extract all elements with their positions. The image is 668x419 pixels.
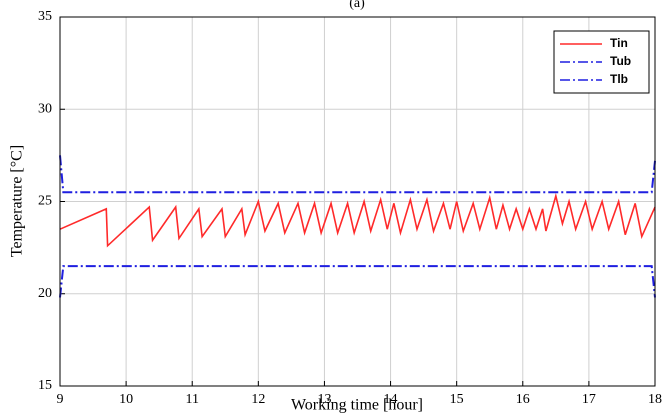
plot-frame	[59, 16, 656, 387]
x-tick-label: 18	[648, 392, 662, 407]
x-tick-label: 17	[582, 392, 596, 407]
y-tick-label: 30	[38, 101, 52, 116]
x-tick-label: 15	[450, 392, 464, 407]
y-tick-label: 20	[38, 286, 52, 301]
x-tick-label: 14	[384, 392, 398, 407]
series-line	[59, 155, 656, 194]
y-tick-label: 35	[38, 9, 52, 24]
x-axis-label: Working time [hour]	[291, 397, 423, 414]
legend-label: Tin	[610, 36, 628, 50]
x-tick-label: 16	[516, 392, 530, 407]
series-line	[59, 192, 656, 248]
y-tick-label: 25	[38, 194, 52, 209]
x-tick-label: 10	[119, 392, 133, 407]
y-tick-label: 15	[38, 378, 52, 393]
x-tick-label: 9	[57, 392, 64, 407]
y-axis-label: Temperature [°C]	[9, 145, 26, 257]
legend-label: Tlb	[610, 72, 628, 86]
x-tick-label: 11	[185, 392, 198, 407]
x-tick-label: 12	[251, 392, 265, 407]
x-tick-label: 13	[317, 392, 331, 407]
legend-label: Tub	[610, 54, 631, 68]
series-line	[59, 265, 656, 298]
chart-title: (a)	[349, 0, 365, 11]
